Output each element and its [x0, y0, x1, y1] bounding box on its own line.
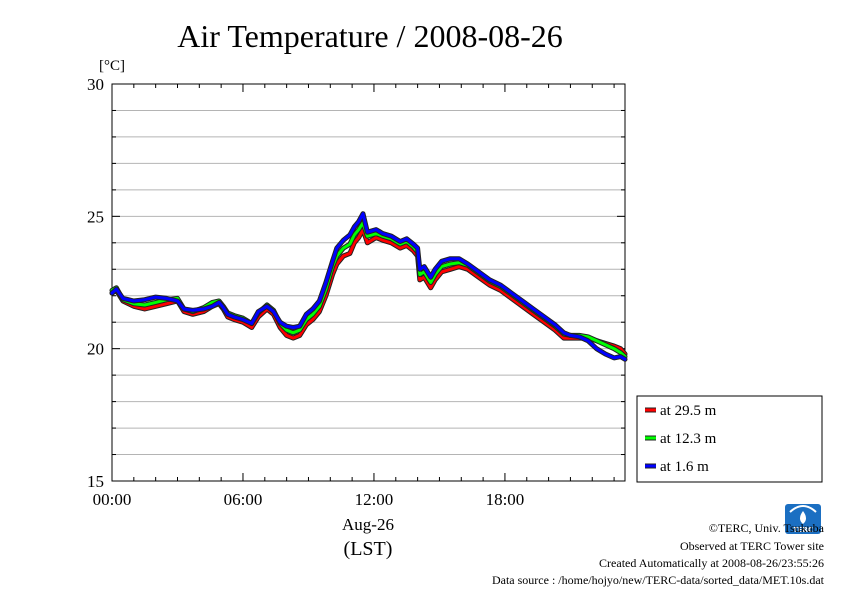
legend-entry-label: at 29.5 m: [660, 403, 717, 419]
footer-copyright: ©TERC, Univ. Tsukuba: [709, 521, 825, 535]
x-tick-label: 12:00: [355, 490, 394, 509]
logo-drop-icon: [800, 511, 806, 524]
y-axis-ticks: 15 20 25 30: [87, 75, 625, 491]
terc-logo: TERC: [785, 504, 821, 534]
date-label: Aug-26: [342, 515, 394, 534]
footer-created: Created Automatically at 2008-08-26/23:5…: [599, 556, 824, 570]
grid-lines: [112, 109, 625, 456]
y-tick-label: 15: [87, 472, 104, 491]
footer-source: Data source : /home/hojyo/new/TERC-data/…: [492, 573, 825, 587]
y-tick-label: 25: [87, 207, 104, 226]
y-tick-label: 20: [87, 340, 104, 359]
y-axis-unit: [°C]: [99, 58, 125, 74]
series-line-1: [110, 228, 627, 356]
legend-entry-label: at 1.6 m: [660, 459, 709, 475]
x-tick-label: 18:00: [486, 490, 525, 509]
legend-entry-label: at 12.3 m: [660, 431, 717, 447]
legend-box: [636, 395, 823, 483]
series-outline-1: [109, 227, 628, 357]
y-tick-label: 30: [87, 75, 104, 94]
series-group: [109, 211, 628, 362]
x-axis-ticks: 00:00 06:00 12:00 18:00: [93, 84, 615, 509]
series-line-3: [110, 212, 627, 361]
plot-frame: [111, 83, 626, 482]
logo-text: TERC: [793, 526, 813, 534]
legend: at 29.5 m at 12.3 m at 1.6 m: [636, 395, 823, 483]
x-tick-label: 06:00: [224, 490, 263, 509]
x-tick-label: 00:00: [93, 490, 132, 509]
timezone-label: (LST): [344, 538, 393, 560]
footer-observed: Observed at TERC Tower site: [680, 539, 824, 553]
chart-title: Air Temperature / 2008-08-26: [177, 18, 563, 54]
logo-arc-icon: [789, 505, 817, 513]
